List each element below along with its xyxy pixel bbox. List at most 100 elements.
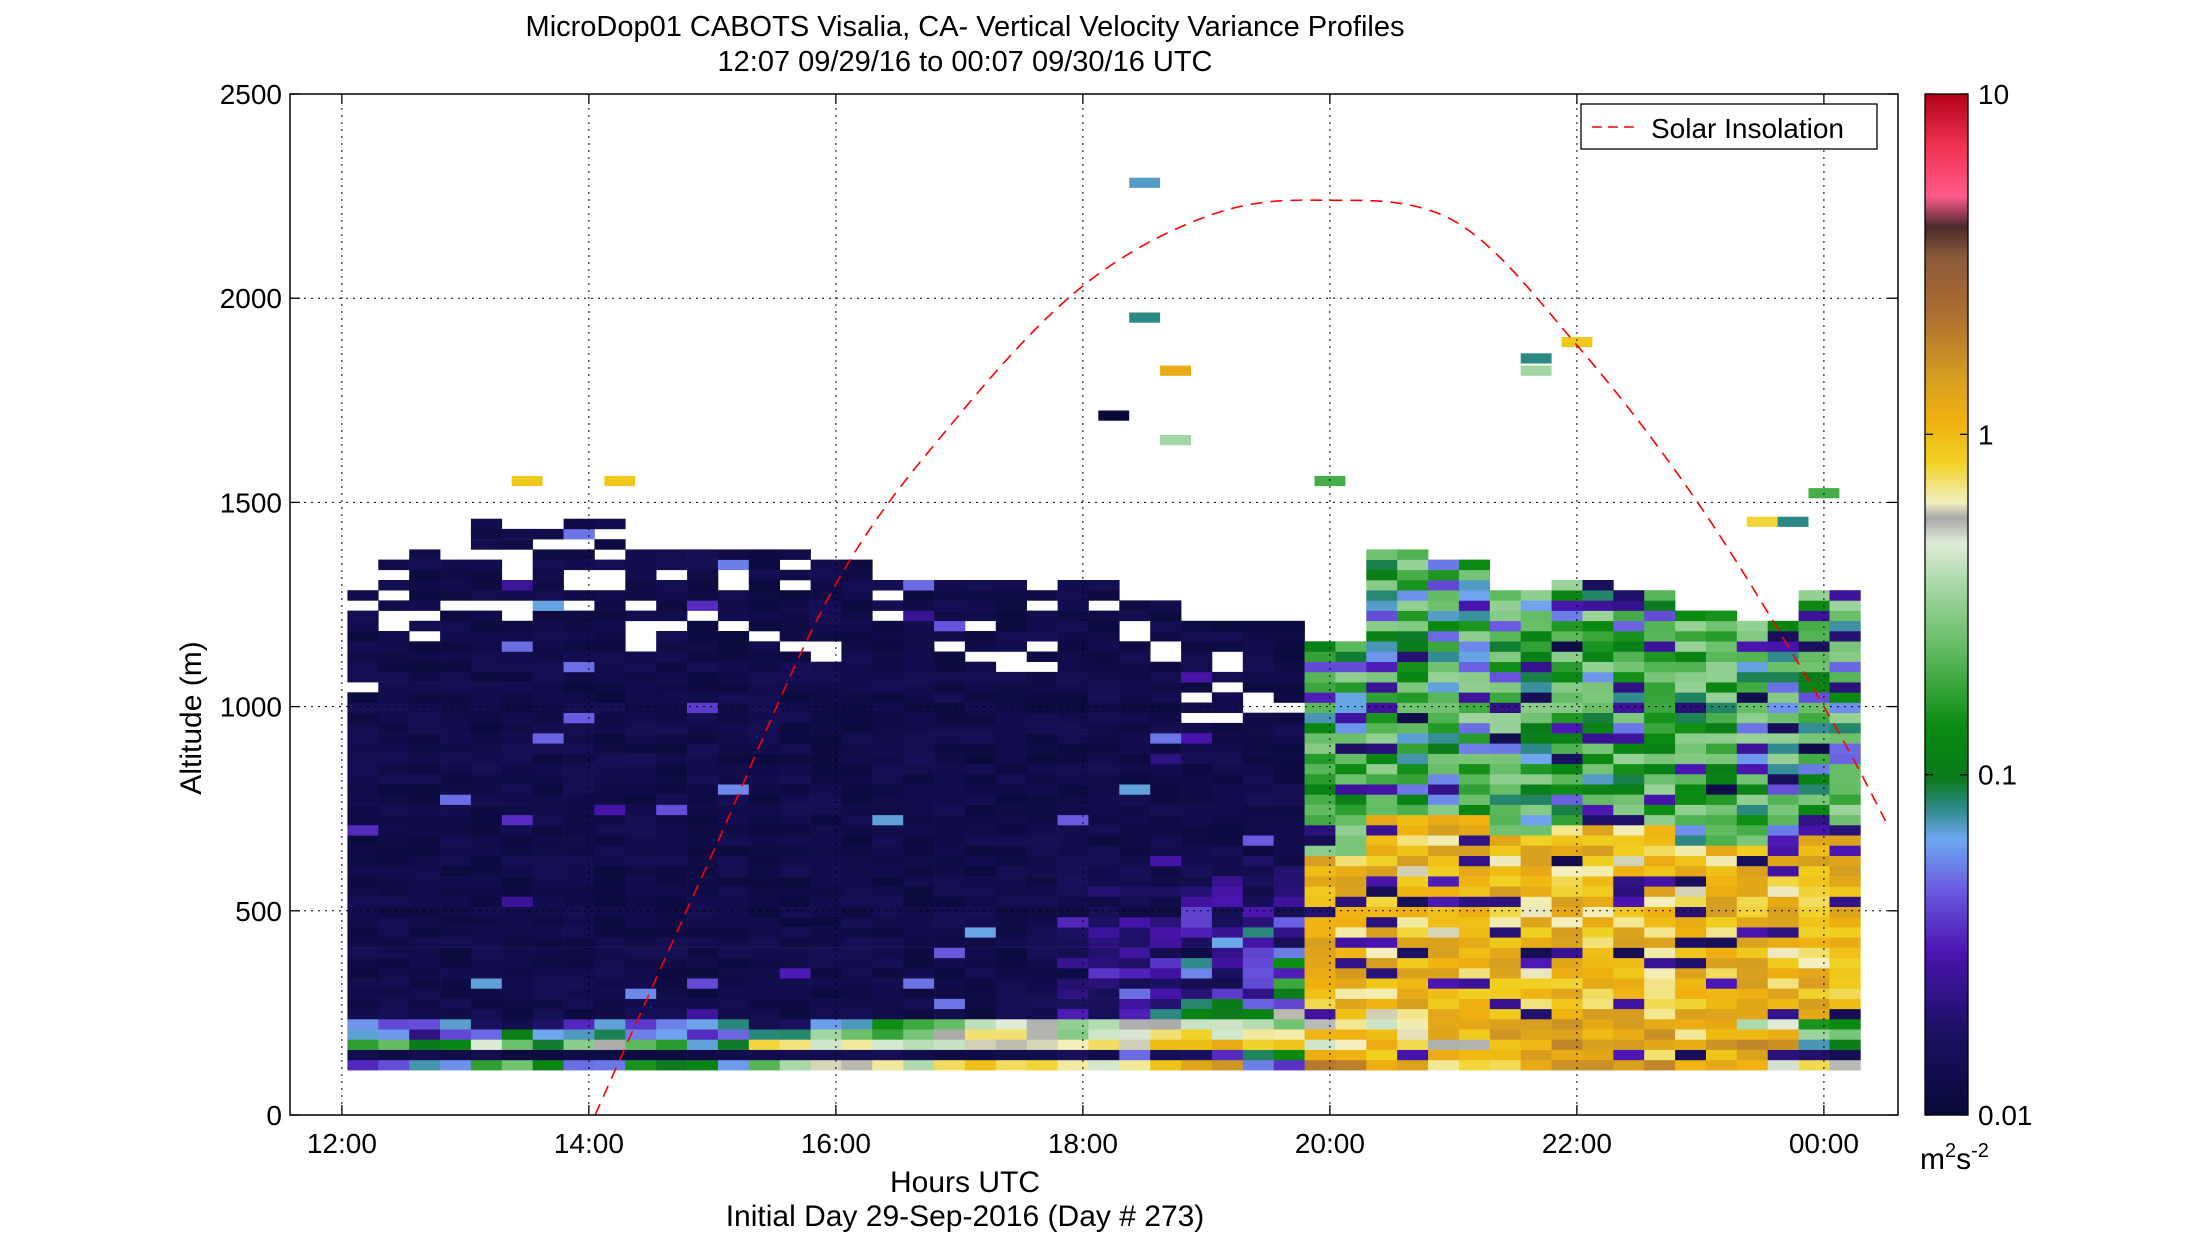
heatmap-cell bbox=[1458, 916, 1491, 928]
heatmap-cell bbox=[532, 804, 564, 816]
heatmap-cell bbox=[1335, 784, 1367, 795]
heatmap-cell bbox=[934, 1039, 966, 1050]
heatmap-cell bbox=[1613, 1059, 1645, 1071]
heatmap-cell bbox=[1397, 1029, 1429, 1040]
heatmap-cell bbox=[501, 988, 533, 999]
heatmap-cell bbox=[1798, 682, 1830, 693]
heatmap-cell bbox=[378, 702, 410, 713]
heatmap-cell bbox=[1088, 671, 1120, 683]
x-tick-label: 14:00 bbox=[554, 1128, 624, 1159]
heatmap-cell bbox=[563, 1019, 595, 1030]
heatmap-cell bbox=[1026, 1039, 1058, 1050]
heatmap-cell bbox=[1211, 988, 1244, 999]
heatmap-cell bbox=[470, 518, 503, 530]
heatmap-cell bbox=[656, 865, 688, 877]
heatmap-cell bbox=[1489, 784, 1521, 795]
heatmap-cell bbox=[1798, 916, 1830, 928]
heatmap-cell bbox=[687, 855, 719, 867]
heatmap-cell bbox=[964, 743, 997, 754]
heatmap-cell bbox=[470, 763, 503, 775]
heatmap-cell bbox=[1150, 825, 1182, 836]
heatmap-cell bbox=[1798, 835, 1830, 846]
heatmap-cell bbox=[532, 927, 564, 938]
heatmap-cell bbox=[378, 957, 410, 969]
heatmap-cell bbox=[1458, 947, 1491, 959]
heatmap-cell bbox=[470, 774, 503, 785]
heatmap-isolated-cell bbox=[511, 475, 543, 487]
heatmap-cell bbox=[1366, 743, 1398, 754]
heatmap-cell bbox=[1088, 641, 1120, 652]
heatmap-cell bbox=[810, 845, 842, 856]
heatmap-cell bbox=[964, 825, 997, 836]
heatmap-cell bbox=[1304, 1039, 1336, 1050]
heatmap-cell bbox=[1736, 794, 1768, 805]
heatmap-cell bbox=[1706, 927, 1738, 938]
heatmap-cell bbox=[1026, 733, 1058, 744]
heatmap-cell bbox=[1428, 865, 1460, 877]
heatmap-cell bbox=[903, 896, 935, 907]
heatmap-cell bbox=[1520, 998, 1552, 1010]
heatmap-cell bbox=[1613, 916, 1645, 928]
heatmap-cell bbox=[347, 774, 379, 785]
heatmap-cell bbox=[347, 1019, 379, 1030]
heatmap-cell bbox=[1428, 692, 1460, 703]
heatmap-cell bbox=[1397, 610, 1429, 622]
heatmap-cell bbox=[501, 641, 533, 652]
heatmap-cell bbox=[470, 804, 503, 816]
heatmap-cell bbox=[687, 876, 719, 887]
heatmap-cell bbox=[1057, 774, 1089, 785]
heatmap-cell bbox=[717, 1039, 750, 1050]
heatmap-cell bbox=[1242, 978, 1274, 989]
heatmap-cell bbox=[1428, 845, 1460, 856]
heatmap-cell bbox=[1397, 580, 1429, 591]
heatmap-cell bbox=[656, 733, 688, 744]
heatmap-cell bbox=[995, 998, 1027, 1010]
heatmap-cell bbox=[378, 865, 410, 877]
heatmap-cell bbox=[903, 968, 935, 979]
heatmap-cell bbox=[563, 896, 595, 907]
heatmap-cell bbox=[1736, 998, 1768, 1010]
heatmap-cell bbox=[1582, 600, 1614, 611]
heatmap-cell bbox=[934, 855, 966, 867]
heatmap-cell bbox=[532, 937, 564, 948]
heatmap-cell bbox=[594, 835, 626, 846]
heatmap-cell bbox=[717, 1019, 750, 1030]
heatmap-cell bbox=[532, 988, 564, 999]
heatmap-cell bbox=[1520, 947, 1552, 959]
heatmap-cell bbox=[779, 610, 811, 622]
heatmap-cell bbox=[1057, 682, 1089, 693]
heatmap-cell bbox=[1706, 774, 1738, 785]
heatmap-cell bbox=[409, 906, 441, 918]
heatmap-cell bbox=[1211, 794, 1244, 805]
heatmap-cell bbox=[964, 784, 997, 795]
heatmap-cell bbox=[687, 957, 719, 969]
heatmap-cell bbox=[1829, 1059, 1861, 1071]
heatmap-cell bbox=[1397, 569, 1429, 581]
heatmap-cell bbox=[378, 600, 410, 611]
heatmap-cell bbox=[656, 1059, 688, 1071]
heatmap-cell bbox=[1088, 733, 1120, 744]
heatmap-cell bbox=[501, 886, 533, 897]
heatmap-cell bbox=[1520, 661, 1552, 673]
heatmap-cell bbox=[1829, 998, 1861, 1010]
heatmap-cell bbox=[934, 947, 966, 959]
heatmap-cell bbox=[1551, 906, 1583, 918]
heatmap-cell bbox=[1181, 927, 1213, 938]
heatmap-cell bbox=[779, 927, 811, 938]
heatmap-cell bbox=[1242, 1059, 1274, 1071]
heatmap-cell bbox=[964, 886, 997, 897]
heatmap-cell bbox=[1675, 886, 1707, 897]
heatmap-cell bbox=[470, 753, 503, 765]
heatmap-cell bbox=[779, 968, 811, 979]
heatmap-cell bbox=[1489, 968, 1521, 979]
heatmap-cell bbox=[1211, 814, 1244, 826]
heatmap-cell bbox=[1304, 886, 1336, 897]
heatmap-cell bbox=[1428, 825, 1460, 836]
heatmap-cell bbox=[1706, 692, 1738, 703]
heatmap-cell bbox=[872, 733, 904, 744]
heatmap-cell bbox=[378, 978, 410, 989]
heatmap-cell bbox=[440, 1059, 472, 1071]
heatmap-cell bbox=[1428, 916, 1460, 928]
heatmap-cell bbox=[1829, 763, 1861, 775]
heatmap-cell bbox=[903, 784, 935, 795]
